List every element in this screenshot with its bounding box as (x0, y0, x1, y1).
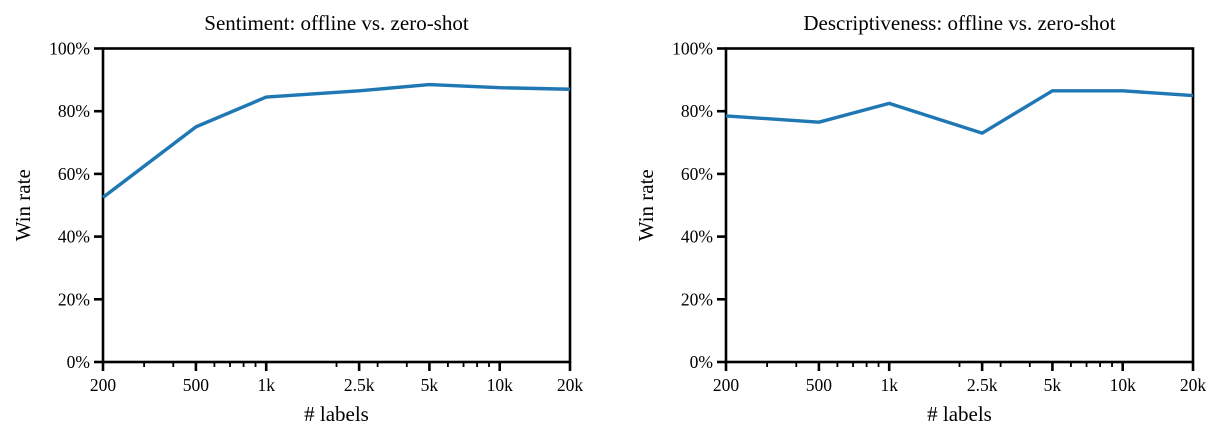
x-tick-label: 500 (806, 375, 833, 395)
y-tick-label: 20% (58, 289, 90, 309)
chart-title: Sentiment: offline vs. zero-shot (204, 11, 469, 35)
x-tick-label: 200 (713, 375, 740, 395)
x-tick-label: 200 (90, 375, 117, 395)
axis-frame (724, 47, 1195, 364)
chart-descriptiveness: 200 500 1k 2.5k 5k 10k 20k 0% 20% 40% 60% 80% 100% De… (634, 11, 1206, 426)
data-line (101, 82, 571, 199)
y-tick-label: 60% (58, 164, 90, 184)
x-tick-label: 500 (183, 375, 210, 395)
y-tick-label: 0% (67, 352, 90, 372)
y-tick-label: 100% (49, 39, 90, 59)
x-tick-label: 20k (1180, 375, 1207, 395)
x-tick-label: 10k (1110, 375, 1137, 395)
y-tick-label: 80% (681, 101, 713, 121)
x-axis-label: # labels (304, 402, 369, 426)
y-tick-label: 0% (690, 352, 713, 372)
x-tick-label: 5k (1044, 375, 1062, 395)
y-tick-label: 100% (672, 39, 713, 59)
y-axis-label: Win rate (634, 169, 658, 241)
x-tick-label: 10k (487, 375, 514, 395)
y-tick-label: 60% (681, 164, 713, 184)
x-tick-label: 20k (557, 375, 584, 395)
axis-frame (101, 47, 572, 364)
y-tick-label: 20% (681, 289, 713, 309)
y-tick-label: 40% (58, 227, 90, 247)
data-line (725, 89, 1194, 135)
x-axis-label: # labels (927, 402, 992, 426)
x-tick-label: 1k (880, 375, 898, 395)
y-tick-label: 40% (681, 227, 713, 247)
y-tick-label: 80% (58, 101, 90, 121)
y-axis-label: Win rate (11, 169, 35, 241)
chart-title: Descriptiveness: offline vs. zero-shot (803, 11, 1115, 35)
x-tick-label: 2.5k (967, 375, 998, 395)
chart-sentiment: 200 500 1k 2.5k 5k 10k 20k 0% 20% 40% 60% 80% 100% Se… (11, 11, 583, 426)
x-tick-label: 1k (257, 375, 275, 395)
x-tick-label: 2.5k (344, 375, 375, 395)
x-tick-label: 5k (421, 375, 439, 395)
